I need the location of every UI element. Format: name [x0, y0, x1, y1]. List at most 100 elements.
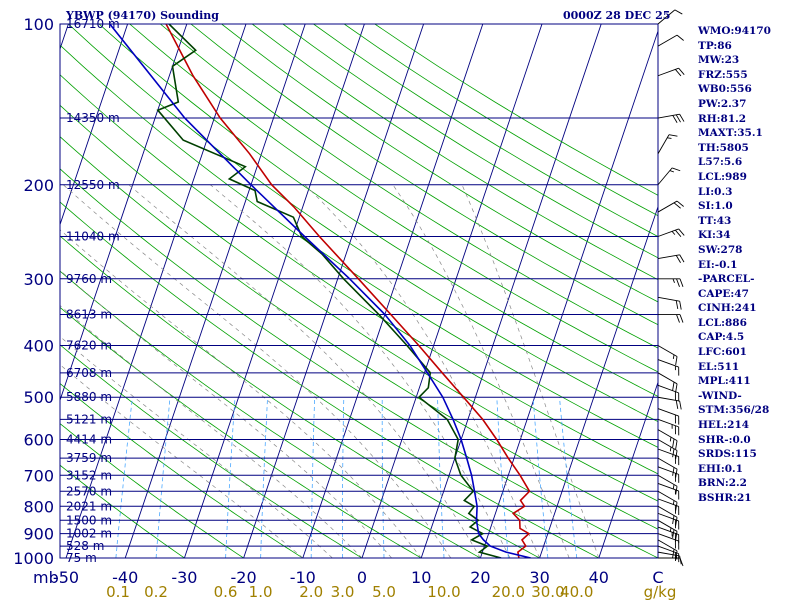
wind-barb [657, 490, 678, 511]
plot-frame [59, 23, 659, 559]
wind-barb [657, 359, 680, 376]
wind-barb [658, 278, 684, 287]
background-lines [60, 24, 658, 558]
height-label: 3152 m [66, 468, 112, 482]
height-label: 3759 m [66, 451, 112, 465]
pressure-tick-label: 400 [23, 337, 54, 356]
moist-adiabat-line [392, 184, 570, 558]
wind-barb [657, 512, 680, 530]
moist-adiabat-line [63, 184, 452, 558]
pressure-tick-label: 100 [23, 15, 54, 34]
dry-adiabat-line [60, 306, 423, 558]
wind-barb [657, 372, 678, 393]
wind-barb [657, 34, 684, 47]
isotherm-line [598, 380, 658, 558]
isotherm-line [420, 24, 602, 558]
index-item: TT:43 [698, 214, 732, 227]
temperature-tick-label: 20 [470, 568, 490, 587]
height-label: 1500 m [66, 513, 112, 527]
pressure-tick-label: 800 [23, 497, 54, 516]
pressure-tick-label: 300 [23, 270, 54, 289]
wind-barb [657, 167, 681, 186]
dry-adiabat-line [190, 24, 658, 326]
mixing-ratio-label: 40.0 [560, 583, 593, 600]
height-label: 1002 m [66, 527, 112, 541]
index-item: EHI:0.1 [698, 462, 743, 475]
wind-section-heading: -WIND- [698, 389, 742, 402]
mixing-ratio-label: 2.0 [299, 583, 323, 600]
index-item: TP:86 [698, 39, 732, 52]
isotherm-line [124, 24, 306, 558]
temperature-tick-label: -30 [171, 568, 197, 587]
height-label: 7620 m [66, 339, 112, 353]
dry-adiabat-line [60, 464, 186, 558]
wind-barb [657, 448, 680, 466]
index-item: BRN:2.2 [698, 477, 747, 490]
pressure-tick-label: 700 [23, 466, 54, 485]
dry-adiabat-line [68, 24, 658, 423]
wind-barb [657, 200, 684, 213]
temperature-tick-label: -40 [112, 568, 138, 587]
index-item: RH:81.2 [698, 112, 747, 125]
temperature-tick-label: 10 [411, 568, 431, 587]
wind-barb [657, 429, 678, 450]
index-item: CINH:241 [698, 302, 757, 315]
wind-barb [657, 505, 678, 526]
isotherm-line [361, 24, 543, 558]
index-item: MPL:411 [698, 375, 751, 388]
index-item: BSHR:21 [698, 492, 752, 504]
dry-adiabat-line [60, 201, 600, 558]
wind-barbs [657, 9, 685, 567]
dry-adiabat-line [60, 235, 541, 558]
mixing-ratio-label: 20.0 [492, 583, 525, 600]
wind-barb [657, 254, 685, 263]
dry-adiabat-line [60, 344, 363, 558]
index-item: EL:511 [698, 360, 740, 373]
wind-barb [657, 519, 678, 540]
height-label: 6708 m [66, 366, 112, 380]
dry-adiabat-line [251, 24, 658, 281]
wind-barb [658, 557, 684, 567]
indices-panel: WMO:94170 TP:86 MW:23 FRZ:555 WB0:556 PW… [698, 24, 798, 506]
wind-barb [657, 396, 682, 410]
isobars [60, 23, 658, 559]
index-item: KI:34 [698, 229, 731, 242]
mixing-ratio-label: 30.0 [531, 583, 564, 600]
wind-barb [657, 457, 678, 478]
index-item: WMO:94170 [698, 25, 771, 37]
height-label: 12550 m [66, 178, 120, 192]
parcel-section-heading: -PARCEL- [698, 273, 755, 286]
wind-barb [657, 345, 678, 366]
isotherm-line [243, 24, 425, 558]
wind-barb [657, 384, 680, 402]
wind-barb [657, 539, 678, 560]
temperature-tick-label: 30 [529, 568, 549, 587]
wind-barb [657, 296, 682, 310]
sounding-time: 0000Z 28 DEC 25 [563, 9, 671, 22]
mixing-ratio-label: 1.0 [249, 583, 273, 600]
height-label: 2021 m [66, 499, 112, 513]
mixing-ratio-label: 0.1 [106, 583, 130, 600]
height-label: 5880 m [66, 390, 112, 404]
mixing-ratio-label: 10.0 [427, 583, 460, 600]
temperature-line [165, 24, 531, 558]
isotherm-line [479, 29, 658, 558]
moist-adiabat-line [60, 364, 304, 558]
index-item: LFC:601 [698, 346, 747, 359]
mixing-ratio-label: g/kg [644, 583, 677, 600]
height-label: 4414 m [66, 433, 112, 447]
dry-adiabat-line [60, 44, 658, 448]
index-item: SRDS:115 [698, 448, 757, 461]
wind-barb [657, 545, 680, 563]
dry-adiabat-line [282, 24, 658, 259]
index-item: L57:5.6 [698, 156, 743, 169]
index-item: SW:278 [698, 243, 743, 256]
pressure-tick-label: 1000 [13, 549, 54, 568]
index-item: SHR-:0.0 [698, 433, 751, 446]
index-item: LCL:989 [698, 170, 747, 183]
temperature-tick-label: 0 [357, 568, 367, 587]
wind-barb [657, 9, 683, 25]
